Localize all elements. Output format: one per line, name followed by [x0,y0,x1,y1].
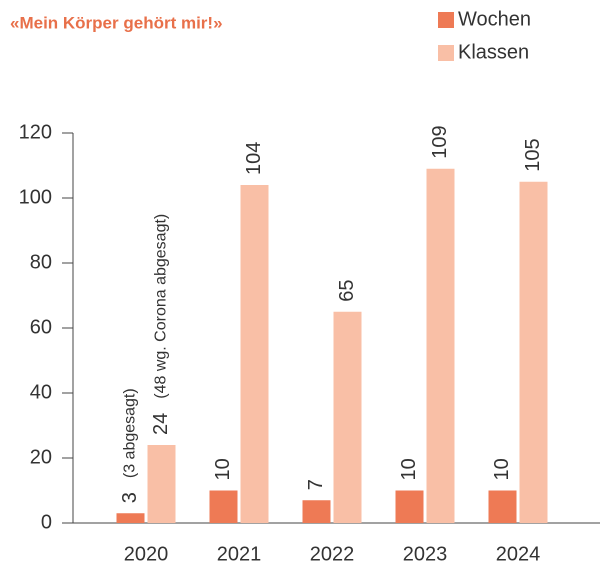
x-tick-label: 2021 [217,543,262,565]
y-tick-label: 120 [19,121,52,143]
y-tick-label: 40 [30,381,52,403]
bar [240,185,269,523]
annotation: (48 wg. Corona abgesagt) [153,214,170,399]
y-tick-label: 80 [30,251,52,273]
data-label: 24 [150,413,172,435]
data-label: 109 [429,125,451,158]
data-label: 105 [522,138,544,171]
data-label: 7 [305,479,327,490]
legend-label: Wochen [458,8,531,30]
data-label: 3 [119,492,141,503]
bar [333,311,362,523]
data-label: 65 [336,280,358,302]
x-tick-label: 2022 [310,543,355,565]
data-label: 104 [243,142,265,175]
bar [488,490,517,523]
x-tick-label: 2024 [496,543,541,565]
bar [426,168,455,523]
legend-label: Klassen [458,41,529,63]
x-tick-label: 2020 [124,543,169,565]
bar [147,445,176,523]
x-tick-label: 2023 [403,543,448,565]
y-tick-label: 60 [30,316,52,338]
y-tick-label: 20 [30,446,52,468]
y-tick-label: 0 [41,511,52,533]
bar [209,490,238,523]
data-label: 10 [212,458,234,480]
annotation: (3 abgesagt) [122,388,139,478]
data-label: 10 [491,458,513,480]
chart-title: «Mein Körper gehört mir!» [10,13,223,32]
data-label: 10 [398,458,420,480]
legend-swatch [438,12,454,28]
bar [395,490,424,523]
bar [519,181,548,523]
y-tick-label: 100 [19,186,52,208]
legend-swatch [438,45,454,61]
bar [116,513,145,523]
bar [302,500,331,523]
